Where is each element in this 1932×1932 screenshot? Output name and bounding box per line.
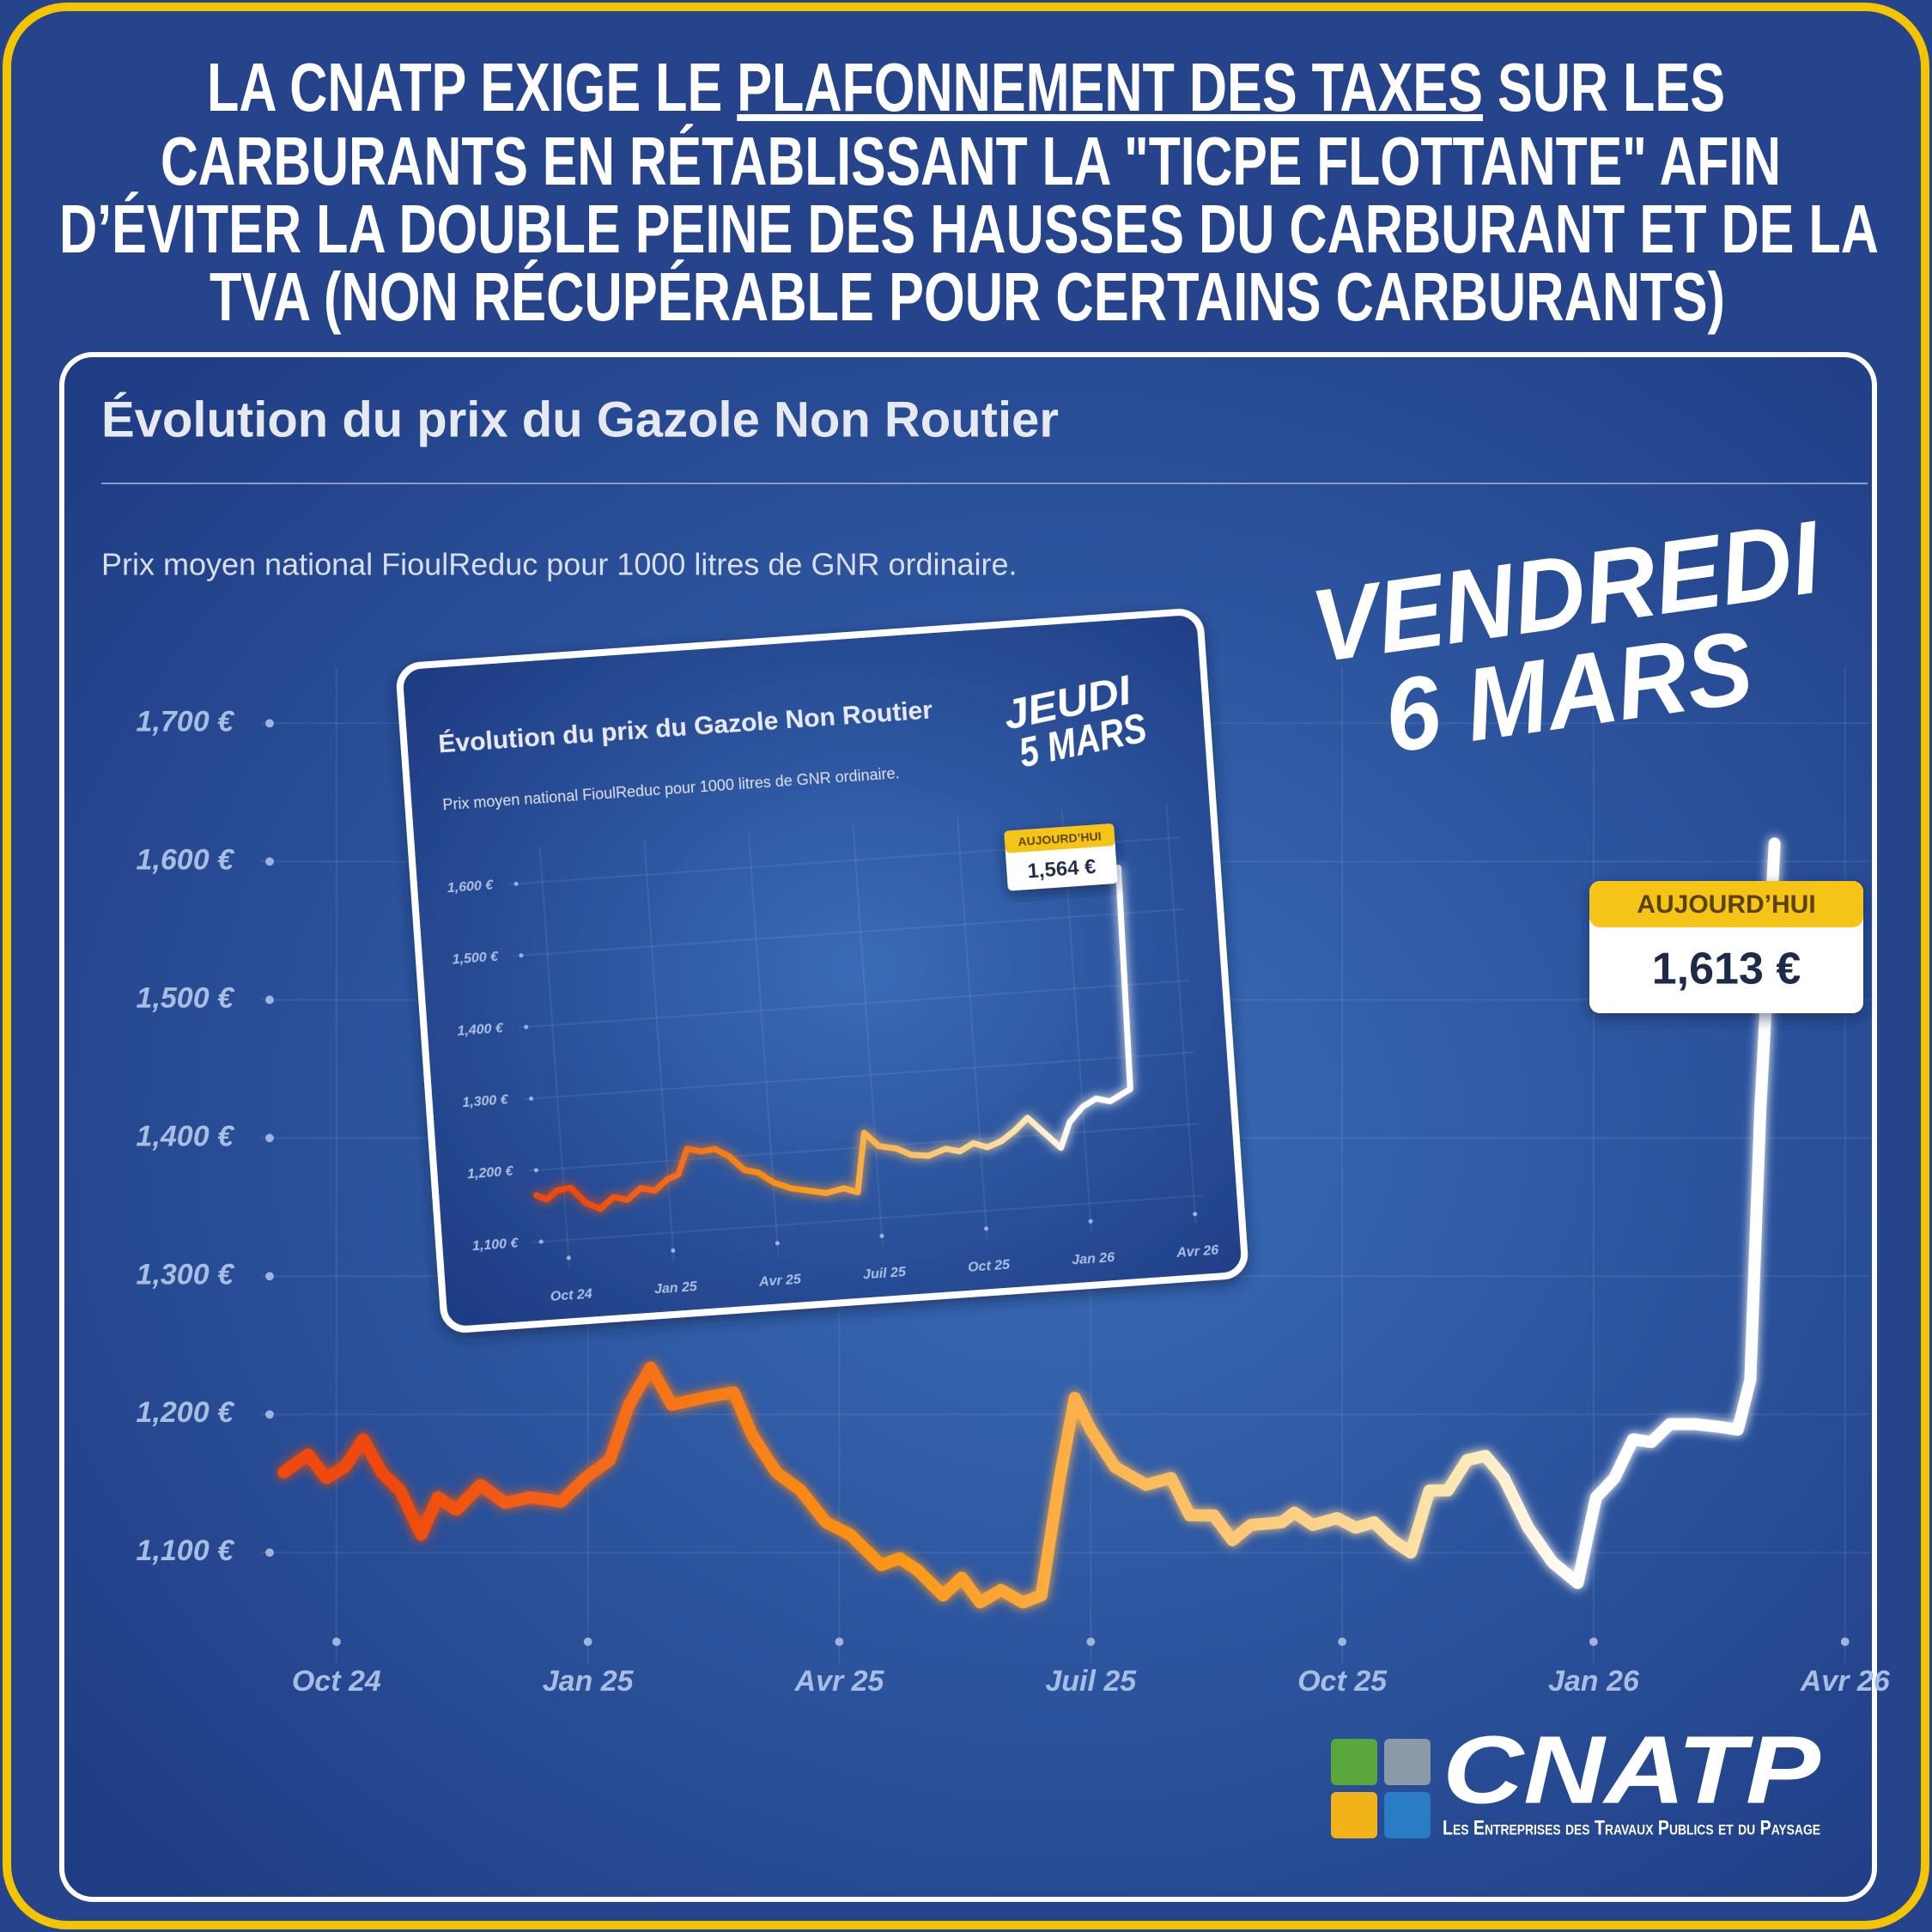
- logo-icon: [1331, 1739, 1377, 1785]
- y-tick-mark: [265, 995, 274, 1005]
- y-tick-label: 1,500 €: [452, 950, 500, 968]
- logo-icon: [1331, 1792, 1377, 1838]
- grid-line: [532, 1194, 1205, 1243]
- x-tick-label: Oct 25: [968, 1258, 1012, 1275]
- headline-line: LA CNATP EXIGE LE PLAFONNEMENT DES TAXES…: [207, 49, 1725, 125]
- logo: CNATP Les Entreprises des Travaux Public…: [1331, 1716, 1820, 1839]
- y-tick-label: 1,500 €: [137, 981, 236, 1014]
- headline-line: D’ÉVITER LA DOUBLE PEINE DES HAUSSES DU …: [59, 191, 1879, 267]
- grid-line: [957, 817, 988, 1240]
- headline-text: LA CNATP EXIGE LE: [207, 49, 737, 125]
- brand-name: CNATP: [1443, 1716, 1820, 1824]
- y-tick-label: 1,400 €: [457, 1021, 505, 1039]
- x-tick-label: Avr 26: [1800, 1665, 1891, 1698]
- y-tick-mark: [265, 857, 274, 866]
- y-tick-label: 1,300 €: [137, 1258, 236, 1291]
- logo-icon: [1384, 1739, 1431, 1785]
- x-tick-label: Jan 26: [1072, 1250, 1115, 1267]
- y-tick-mark: [265, 1272, 274, 1281]
- price-line: [533, 865, 1133, 1212]
- y-tick-label: 1,200 €: [137, 1396, 236, 1429]
- logo-icon: [1384, 1792, 1431, 1838]
- headline-line: CARBURANTS EN RÉTABLISSANT LA "TICPE FLO…: [161, 123, 1781, 199]
- y-tick-label: 1,700 €: [137, 705, 236, 738]
- headline-text: SUR LES: [1483, 49, 1725, 125]
- x-tick-label: Oct 24: [292, 1665, 381, 1698]
- chart-subtitle: Prix moyen national FioulReduc pour 1000…: [101, 547, 1018, 582]
- x-tick-mark: [1088, 1218, 1093, 1224]
- y-tick-mark: [265, 1410, 274, 1419]
- headline-text: CARBURANTS EN RÉTABLISSANT LA "TICPE FLO…: [161, 123, 1781, 199]
- y-tick-mark: [265, 1133, 274, 1143]
- grid-line: [643, 838, 675, 1261]
- x-tick-mark: [984, 1226, 988, 1231]
- x-tick-label: Jan 25: [543, 1665, 635, 1698]
- x-tick-label: Jan 26: [1548, 1665, 1640, 1698]
- headline: LA CNATP EXIGE LE PLAFONNEMENT DES TAXES…: [59, 49, 1879, 335]
- x-tick-label: Oct 25: [1297, 1665, 1388, 1698]
- x-tick-mark: [331, 1637, 341, 1646]
- price-line: [277, 837, 1781, 1609]
- y-tick-label: 1,600 €: [447, 878, 495, 896]
- x-tick-mark: [1589, 1637, 1598, 1646]
- x-tick-label: Oct 24: [550, 1287, 592, 1304]
- x-tick-mark: [566, 1255, 571, 1261]
- x-tick-label: Avr 25: [757, 1273, 802, 1291]
- x-tick-mark: [1338, 1637, 1346, 1646]
- chart-title: Évolution du prix du Gazole Non Routier: [101, 392, 1059, 447]
- grid-line: [512, 908, 1185, 957]
- callout-value: 1,613 €: [1652, 945, 1801, 994]
- callout-value: 1,564 €: [1027, 855, 1097, 884]
- x-tick-label: Juil 25: [863, 1265, 908, 1283]
- grid-line: [517, 980, 1189, 1029]
- y-tick-mark: [513, 881, 519, 886]
- callout-header: [1004, 823, 1115, 854]
- y-tick-mark: [265, 1548, 274, 1558]
- frame: [3, 3, 1929, 1929]
- x-tick-mark: [1086, 1637, 1096, 1646]
- y-tick-mark: [265, 719, 274, 728]
- x-tick-mark: [583, 1637, 592, 1646]
- grid-line: [522, 1051, 1194, 1101]
- x-tick-label: Juil 25: [1045, 1665, 1137, 1698]
- y-tick-mark: [529, 1096, 534, 1101]
- x-tick-mark: [671, 1248, 676, 1253]
- x-tick-mark: [1840, 1637, 1850, 1646]
- x-tick-mark: [1193, 1212, 1198, 1217]
- y-tick-mark: [524, 1024, 529, 1030]
- x-tick-label: Avr 25: [793, 1665, 884, 1698]
- y-tick-label: 1,200 €: [467, 1164, 515, 1182]
- y-tick-label: 1,100 €: [471, 1236, 519, 1254]
- y-tick-label: 1,400 €: [137, 1120, 236, 1152]
- grid-line: [538, 846, 571, 1269]
- y-tick-label: 1,100 €: [137, 1534, 236, 1567]
- grid-line: [852, 823, 884, 1247]
- y-tick-label: 1,600 €: [137, 843, 236, 876]
- y-tick-mark: [538, 1239, 544, 1244]
- x-tick-mark: [775, 1241, 780, 1246]
- callout-label: AUJOURD’HUI: [1018, 829, 1102, 849]
- inset-chart: Évolution du prix du Gazole Non RoutierP…: [396, 609, 1249, 1333]
- inset-card: [396, 609, 1249, 1333]
- brand-tagline: Les Entreprises des Travaux Publics et d…: [1443, 1816, 1820, 1839]
- x-tick-mark: [879, 1233, 884, 1238]
- x-tick-label: Jan 25: [653, 1279, 698, 1297]
- headline-text: TVA (NON RÉCUPÉRABLE POUR CERTAINS CARBU…: [210, 258, 1725, 335]
- headline-text: D’ÉVITER LA DOUBLE PEINE DES HAUSSES DU …: [59, 191, 1879, 267]
- headline-emphasis: PLAFONNEMENT DES TAXES: [737, 49, 1483, 125]
- y-tick-mark: [533, 1168, 538, 1173]
- x-tick-label: Avr 26: [1176, 1243, 1219, 1261]
- x-tick-mark: [835, 1637, 844, 1646]
- callout-label: AUJOURD’HUI: [1637, 890, 1815, 919]
- callout-header: [1589, 881, 1863, 927]
- y-tick-label: 1,300 €: [462, 1092, 510, 1110]
- grid-line: [1165, 802, 1197, 1225]
- y-tick-mark: [519, 953, 524, 958]
- headline-line: TVA (NON RÉCUPÉRABLE POUR CERTAINS CARBU…: [210, 258, 1725, 335]
